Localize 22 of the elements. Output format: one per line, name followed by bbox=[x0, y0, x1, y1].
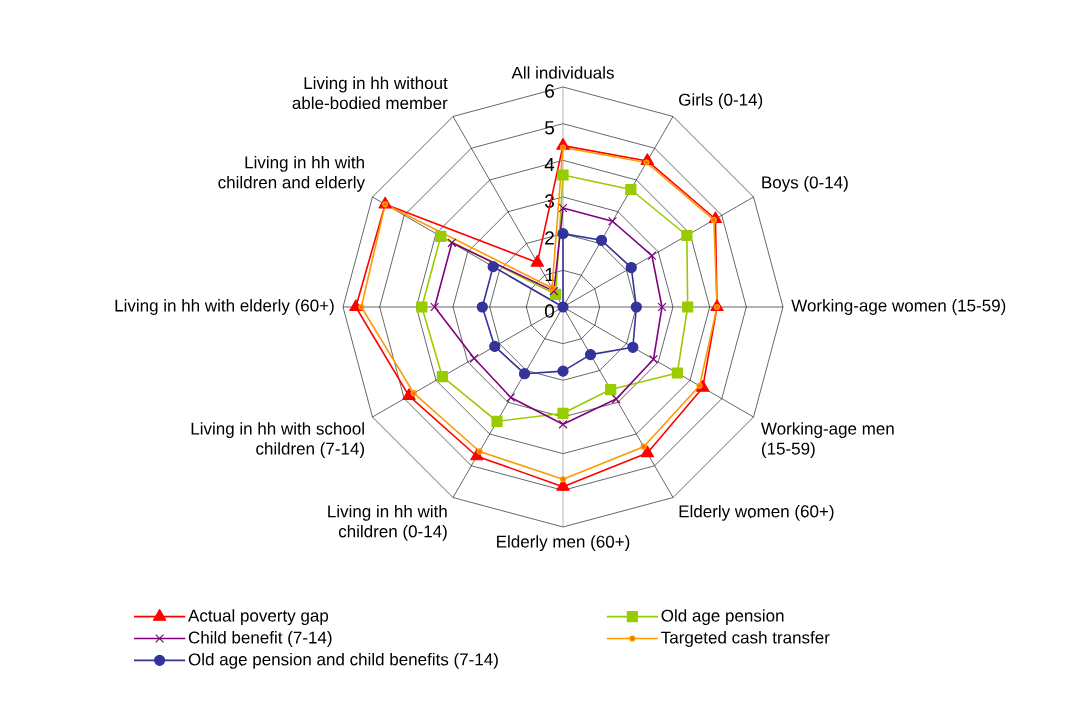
legend-label: Old age pension and child benefits (7-14) bbox=[188, 652, 498, 669]
y-tick-label: 4 bbox=[544, 158, 555, 172]
spoke-label: Living in hh with children (0-14) bbox=[328, 504, 447, 541]
spoke-label: Living in hh with school children (7-14) bbox=[191, 422, 364, 459]
spoke-label: Working-age women (15-59) bbox=[791, 299, 1006, 315]
legend-label: Targeted cash transfer bbox=[661, 631, 830, 647]
spoke-label: All individuals bbox=[511, 66, 614, 79]
spoke-label: Elderly men (60+) bbox=[497, 535, 630, 552]
y-tick-label: 0 bbox=[544, 304, 555, 318]
spoke-label: Boys (0-14) bbox=[762, 175, 848, 192]
legend-label: Child benefit (7-14) bbox=[188, 631, 332, 647]
legend-label: Actual poverty gap bbox=[188, 609, 329, 626]
y-tick-label: 5 bbox=[545, 121, 555, 135]
spoke-label: Working-age men (15-59) bbox=[761, 422, 894, 459]
spoke-label: Girls (0-14) bbox=[679, 93, 763, 110]
spoke-label: Living in hh with children and elderly bbox=[218, 155, 366, 192]
spoke-label: Living in hh without able-bodied member bbox=[292, 76, 448, 110]
legend-label: Old age pension bbox=[661, 609, 784, 626]
spoke-label: Living in hh with elderly (60+) bbox=[115, 299, 334, 315]
y-tick-label: 2 bbox=[545, 231, 554, 245]
y-tick-label: 6 bbox=[545, 84, 554, 98]
spoke-label: Elderly women (60+) bbox=[679, 504, 834, 521]
